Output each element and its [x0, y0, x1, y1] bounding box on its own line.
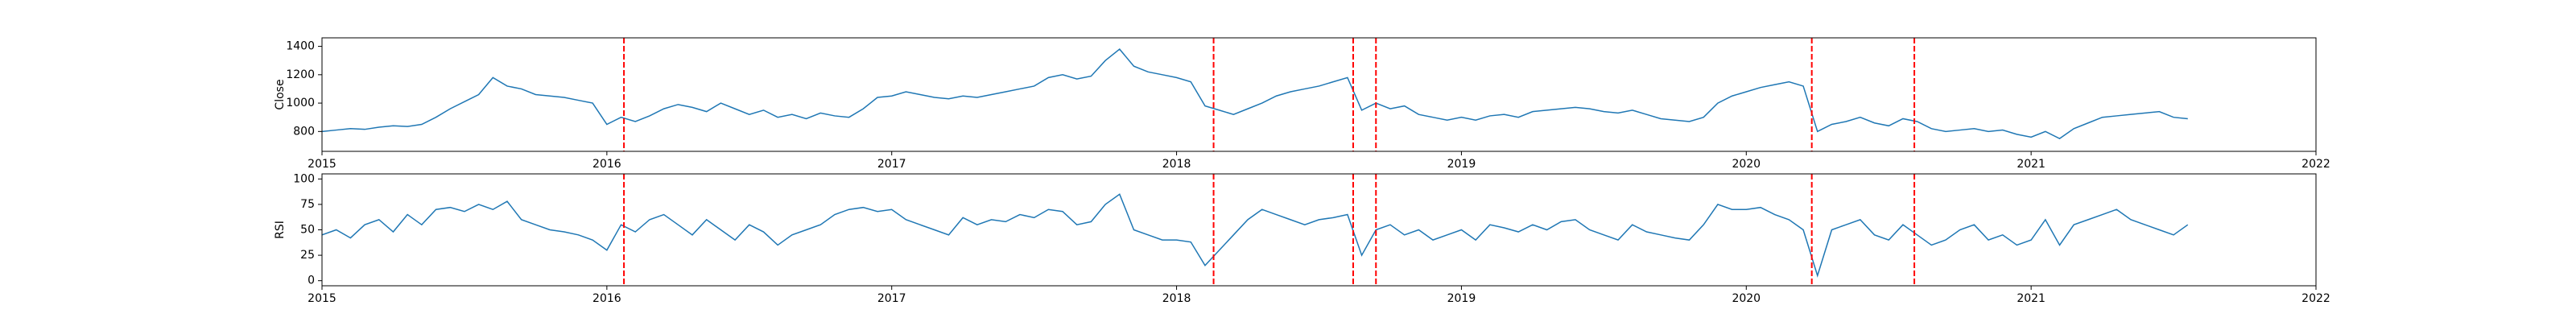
x-tick-label: 2019	[1447, 158, 1476, 171]
y-axis-label: RSI	[274, 221, 287, 239]
y-tick-label: 50	[300, 224, 315, 237]
x-tick-label: 2018	[1162, 292, 1191, 305]
axes-frame	[321, 173, 2317, 287]
x-tick-label: 2021	[2017, 292, 2046, 305]
axes-frame	[321, 37, 2317, 152]
x-tick-label: 2019	[1447, 292, 1476, 305]
price-line	[321, 48, 2188, 140]
x-tick-label: 2020	[1732, 292, 1761, 305]
x-tick-label: 2020	[1732, 158, 1761, 171]
price-line	[321, 193, 2189, 278]
x-tick-label: 2015	[308, 292, 336, 305]
x-tick-label: 2015	[308, 158, 336, 171]
x-tick-label: 2021	[2017, 158, 2046, 171]
x-tick-label: 2022	[2301, 292, 2330, 305]
y-axis-label: Close	[274, 79, 287, 109]
y-tick-label: 1000	[286, 97, 315, 109]
y-tick-label: 1400	[286, 40, 315, 53]
y-tick-label: 800	[293, 125, 315, 138]
x-tick-label: 2017	[877, 158, 906, 171]
y-tick-label: 100	[293, 172, 315, 185]
y-tick-label: 1200	[286, 68, 315, 81]
x-tick-label: 2016	[592, 158, 621, 171]
x-tick-label: 2018	[1162, 158, 1191, 171]
y-tick-label: 75	[300, 198, 315, 211]
y-tick-label: 0	[308, 275, 315, 287]
x-tick-label: 2017	[877, 292, 906, 305]
y-tick-label: 25	[300, 249, 315, 262]
x-tick-label: 2022	[2301, 158, 2330, 171]
x-tick-label: 2016	[592, 292, 621, 305]
